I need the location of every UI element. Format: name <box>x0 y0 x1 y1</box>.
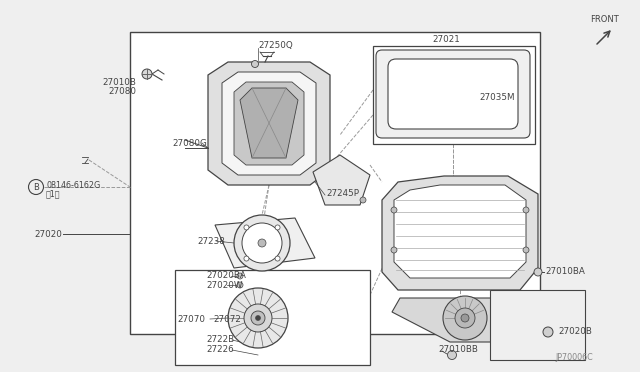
FancyBboxPatch shape <box>376 50 530 138</box>
Text: 27070: 27070 <box>177 314 205 324</box>
Text: 27035M: 27035M <box>479 93 515 102</box>
Polygon shape <box>208 62 330 185</box>
FancyBboxPatch shape <box>388 59 518 129</box>
Circle shape <box>543 327 553 337</box>
Text: 27080G: 27080G <box>172 138 207 148</box>
Text: 27021: 27021 <box>432 35 460 44</box>
Circle shape <box>461 314 469 322</box>
Polygon shape <box>313 155 370 205</box>
Circle shape <box>523 207 529 213</box>
Text: 27020W: 27020W <box>206 280 243 289</box>
Circle shape <box>252 61 259 67</box>
Polygon shape <box>392 298 548 342</box>
Text: 27020B: 27020B <box>558 327 592 337</box>
Text: 27250Q: 27250Q <box>258 41 292 49</box>
Text: FRONT: FRONT <box>591 15 620 24</box>
Text: 27238: 27238 <box>197 237 225 246</box>
Text: 27072: 27072 <box>213 314 241 324</box>
Polygon shape <box>215 218 315 268</box>
Circle shape <box>244 256 249 261</box>
Text: JP70006C: JP70006C <box>555 353 593 362</box>
Text: （1）: （1） <box>46 189 61 199</box>
Text: 27020: 27020 <box>34 230 62 238</box>
Circle shape <box>242 223 282 263</box>
Text: B: B <box>33 183 39 192</box>
Text: 27245P: 27245P <box>326 189 359 198</box>
Polygon shape <box>382 176 538 290</box>
Bar <box>175 270 370 365</box>
Text: 27020BA: 27020BA <box>206 272 246 280</box>
Polygon shape <box>234 82 304 165</box>
Circle shape <box>391 247 397 253</box>
Circle shape <box>360 197 366 203</box>
Text: 27080: 27080 <box>108 87 136 96</box>
Circle shape <box>255 315 260 321</box>
Polygon shape <box>222 72 316 175</box>
Circle shape <box>447 350 456 359</box>
Circle shape <box>244 304 272 332</box>
Bar <box>130 32 540 334</box>
Polygon shape <box>240 88 298 158</box>
Text: 27226: 27226 <box>206 346 234 355</box>
Circle shape <box>455 308 475 328</box>
Text: 27010BB: 27010BB <box>438 346 478 355</box>
Text: 08146-6162G: 08146-6162G <box>46 180 100 189</box>
Polygon shape <box>394 185 526 278</box>
Circle shape <box>443 296 487 340</box>
Circle shape <box>391 207 397 213</box>
Circle shape <box>234 215 290 271</box>
Circle shape <box>228 288 288 348</box>
Bar <box>490 290 585 360</box>
Circle shape <box>142 69 152 79</box>
Circle shape <box>275 256 280 261</box>
Text: 27010B: 27010B <box>102 77 136 87</box>
Circle shape <box>523 247 529 253</box>
Circle shape <box>534 268 542 276</box>
Circle shape <box>244 225 249 230</box>
Circle shape <box>237 282 243 288</box>
Bar <box>373 46 535 144</box>
Circle shape <box>258 239 266 247</box>
Text: 27010BA: 27010BA <box>545 267 585 276</box>
Circle shape <box>251 311 265 325</box>
Text: 2722B: 2722B <box>206 336 234 344</box>
Circle shape <box>275 225 280 230</box>
Circle shape <box>237 273 243 279</box>
